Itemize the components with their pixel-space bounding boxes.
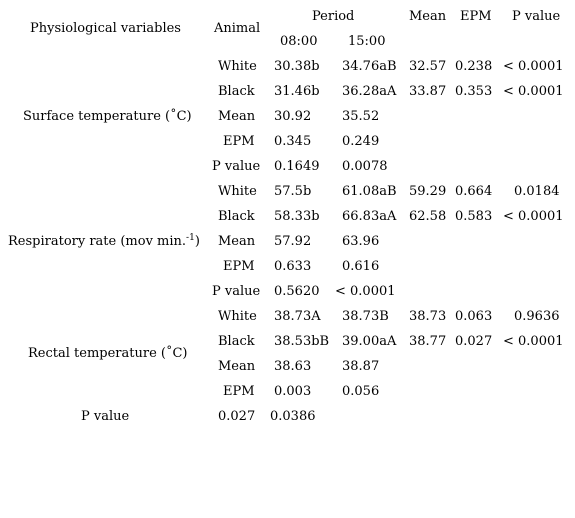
row-t2: 38.87 bbox=[342, 359, 380, 374]
group-label-rectal-temperature: Rectal temperature (˚C) bbox=[28, 346, 188, 361]
row-t1: 0.5620 bbox=[274, 284, 320, 299]
row-animal: Mean bbox=[218, 109, 256, 124]
row-pvalue: < 0.0001 bbox=[503, 209, 564, 224]
row-animal: White bbox=[218, 184, 257, 199]
header-period: Period bbox=[312, 9, 355, 24]
row-pvalue: < 0.0001 bbox=[503, 59, 564, 74]
row-t1: 30.38b bbox=[274, 59, 320, 74]
header-pvalue: P value bbox=[512, 9, 561, 24]
footer-t2: 0.0386 bbox=[270, 409, 316, 424]
row-animal: P value bbox=[212, 159, 261, 174]
header-time-1: 08:00 bbox=[280, 34, 318, 49]
row-mean: 62.58 bbox=[409, 209, 447, 224]
row-t1: 0.345 bbox=[274, 134, 312, 149]
row-t1: 38.73A bbox=[274, 309, 321, 324]
row-animal: White bbox=[218, 309, 257, 324]
row-epm: 0.027 bbox=[455, 334, 493, 349]
row-animal: EPM bbox=[223, 384, 255, 399]
row-pvalue: < 0.0001 bbox=[503, 84, 564, 99]
row-epm: 0.063 bbox=[455, 309, 493, 324]
footer-t1: 0.027 bbox=[218, 409, 256, 424]
row-pvalue: 0.0184 bbox=[514, 184, 560, 199]
row-mean: 33.87 bbox=[409, 84, 447, 99]
group-label-surface-temperature: Surface temperature (˚C) bbox=[23, 109, 192, 124]
row-animal: Black bbox=[218, 334, 255, 349]
row-t2: 61.08aB bbox=[342, 184, 397, 199]
row-epm: 0.583 bbox=[455, 209, 493, 224]
row-t1: 0.1649 bbox=[274, 159, 320, 174]
row-t1: 38.53bB bbox=[274, 334, 330, 349]
row-animal: EPM bbox=[223, 134, 255, 149]
row-animal: Mean bbox=[218, 359, 256, 374]
group-label-text: Respiratory rate (mov min. bbox=[8, 234, 187, 249]
row-t2: 0.616 bbox=[342, 259, 380, 274]
row-t2: 38.73B bbox=[342, 309, 389, 324]
row-mean: 32.57 bbox=[409, 59, 447, 74]
row-animal: EPM bbox=[223, 259, 255, 274]
group-label-respiratory-rate: Respiratory rate (mov min.-1) bbox=[8, 234, 200, 250]
row-animal: P value bbox=[212, 284, 261, 299]
row-t2: 39.00aA bbox=[342, 334, 397, 349]
row-animal: Black bbox=[218, 209, 255, 224]
row-t2: 0.056 bbox=[342, 384, 380, 399]
row-t1: 57.92 bbox=[274, 234, 312, 249]
row-t2: 63.96 bbox=[342, 234, 380, 249]
header-epm: EPM bbox=[460, 9, 492, 24]
row-pvalue: 0.9636 bbox=[514, 309, 560, 324]
row-t2: 35.52 bbox=[342, 109, 380, 124]
header-animal: Animal bbox=[214, 21, 261, 36]
row-t2: 0.0078 bbox=[342, 159, 388, 174]
row-animal: White bbox=[218, 59, 257, 74]
row-epm: 0.664 bbox=[455, 184, 493, 199]
row-pvalue: < 0.0001 bbox=[503, 334, 564, 349]
row-animal: Mean bbox=[218, 234, 256, 249]
row-t2: 34.76aB bbox=[342, 59, 397, 74]
group-label-sup: -1 bbox=[186, 233, 195, 243]
row-animal: Black bbox=[218, 84, 255, 99]
row-t1: 38.63 bbox=[274, 359, 312, 374]
row-mean: 59.29 bbox=[409, 184, 447, 199]
row-epm: 0.353 bbox=[455, 84, 493, 99]
row-t1: 57.5b bbox=[274, 184, 312, 199]
row-t1: 30.92 bbox=[274, 109, 312, 124]
row-t2: < 0.0001 bbox=[335, 284, 396, 299]
header-time-2: 15:00 bbox=[348, 34, 386, 49]
header-variables: Physiological variables bbox=[30, 21, 181, 36]
row-epm: 0.238 bbox=[455, 59, 493, 74]
row-t1: 0.003 bbox=[274, 384, 312, 399]
row-mean: 38.73 bbox=[409, 309, 447, 324]
footer-label: P value bbox=[81, 409, 130, 424]
row-t2: 0.249 bbox=[342, 134, 380, 149]
row-t1: 58.33b bbox=[274, 209, 320, 224]
row-t2: 36.28aA bbox=[342, 84, 397, 99]
group-label-end: ) bbox=[194, 234, 200, 249]
header-mean: Mean bbox=[409, 9, 447, 24]
row-t1: 31.46b bbox=[274, 84, 320, 99]
row-mean: 38.77 bbox=[409, 334, 447, 349]
row-t2: 66.83aA bbox=[342, 209, 397, 224]
row-t1: 0.633 bbox=[274, 259, 312, 274]
